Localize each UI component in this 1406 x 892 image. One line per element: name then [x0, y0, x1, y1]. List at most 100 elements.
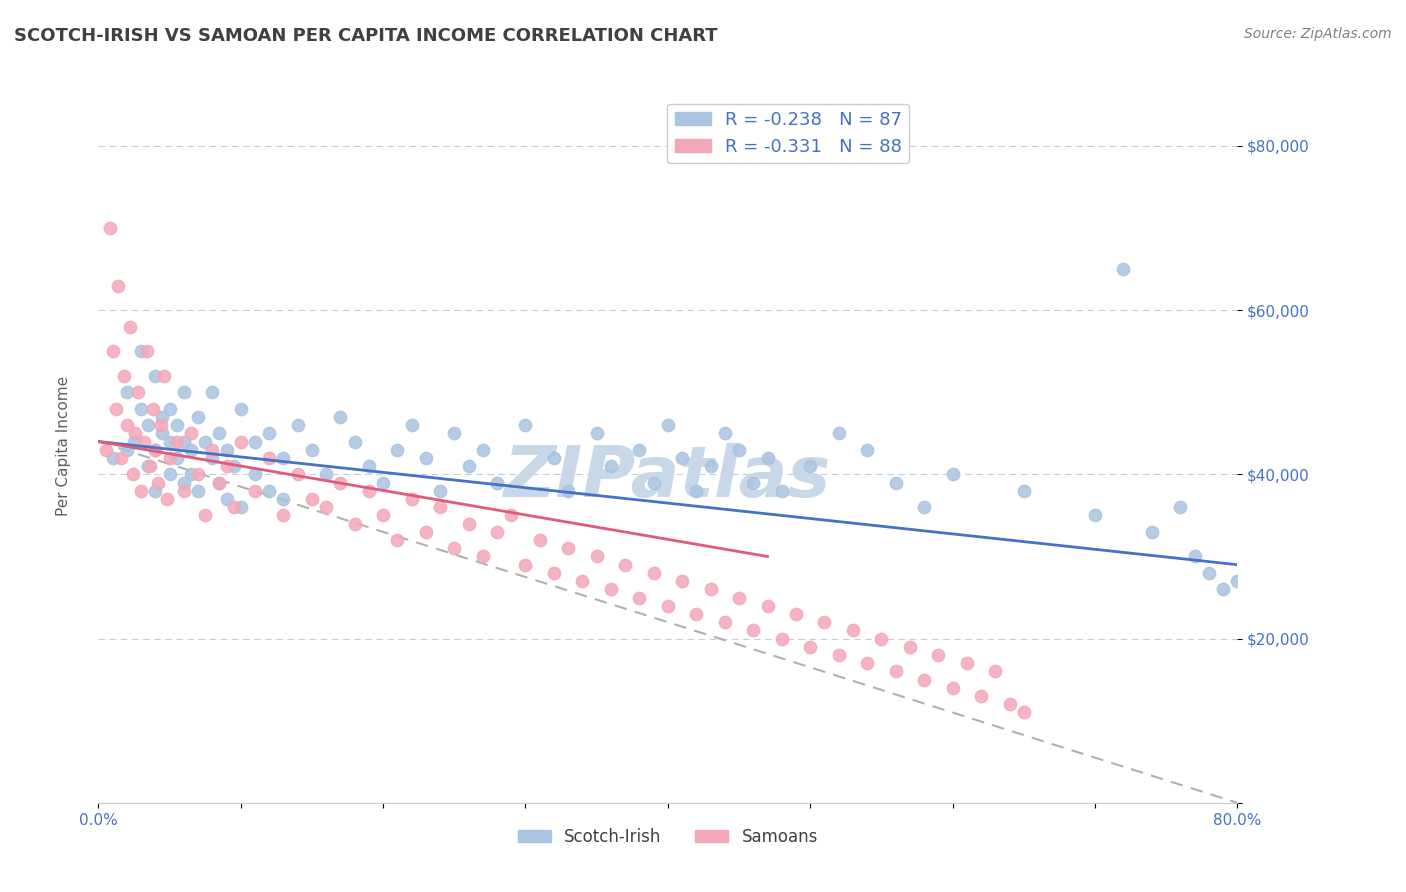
Point — [145, 442, 167, 457]
Point — [166, 434, 188, 449]
Point — [357, 459, 380, 474]
Point — [373, 475, 395, 490]
Point — [813, 615, 835, 630]
Point — [301, 442, 323, 457]
Point — [222, 459, 245, 474]
Point — [643, 566, 665, 580]
Point — [127, 385, 149, 400]
Point — [135, 344, 157, 359]
Point — [329, 475, 352, 490]
Point — [101, 450, 124, 465]
Point — [628, 591, 651, 605]
Point — [215, 491, 238, 506]
Point — [329, 409, 352, 424]
Point — [243, 483, 266, 498]
Point — [856, 657, 879, 671]
Point — [159, 434, 181, 449]
Point — [121, 467, 143, 482]
Point — [1112, 262, 1135, 277]
Point — [657, 418, 679, 433]
Point — [1170, 500, 1192, 515]
Point — [799, 640, 821, 654]
Point — [884, 475, 907, 490]
Point — [273, 508, 295, 523]
Point — [187, 467, 209, 482]
Text: Per Capita Income: Per Capita Income — [56, 376, 70, 516]
Point — [742, 624, 765, 638]
Point — [643, 475, 665, 490]
Point — [415, 450, 437, 465]
Point — [429, 483, 451, 498]
Point — [387, 533, 409, 547]
Legend: Scotch-Irish, Samoans: Scotch-Irish, Samoans — [510, 821, 825, 852]
Point — [373, 508, 395, 523]
Point — [471, 442, 494, 457]
Point — [557, 541, 579, 556]
Point — [166, 418, 188, 433]
Point — [287, 418, 309, 433]
Point — [343, 434, 366, 449]
Point — [208, 475, 231, 490]
Point — [501, 508, 523, 523]
Point — [110, 450, 132, 465]
Point — [1184, 549, 1206, 564]
Point — [1012, 706, 1035, 720]
Point — [1012, 483, 1035, 498]
Point — [129, 401, 152, 416]
Point — [856, 442, 879, 457]
Point — [243, 467, 266, 482]
Point — [152, 426, 174, 441]
Point — [1212, 582, 1234, 597]
Point — [600, 582, 623, 597]
Point — [259, 483, 281, 498]
Point — [956, 657, 979, 671]
Point — [842, 624, 865, 638]
Point — [159, 467, 181, 482]
Point — [401, 491, 423, 506]
Point — [159, 401, 181, 416]
Point — [180, 426, 202, 441]
Point — [132, 434, 155, 449]
Point — [756, 450, 779, 465]
Point — [273, 450, 295, 465]
Point — [401, 418, 423, 433]
Point — [585, 426, 607, 441]
Point — [912, 500, 935, 515]
Point — [443, 426, 465, 441]
Point — [156, 491, 179, 506]
Point — [1140, 524, 1163, 539]
Point — [208, 426, 231, 441]
Point — [998, 698, 1021, 712]
Point — [357, 483, 380, 498]
Point — [201, 450, 224, 465]
Point — [728, 442, 751, 457]
Point — [1084, 508, 1107, 523]
Point — [543, 566, 565, 580]
Point — [699, 459, 721, 474]
Point — [457, 459, 479, 474]
Point — [150, 418, 173, 433]
Point — [229, 401, 252, 416]
Point — [970, 689, 993, 703]
Point — [585, 549, 607, 564]
Text: SCOTCH-IRISH VS SAMOAN PER CAPITA INCOME CORRELATION CHART: SCOTCH-IRISH VS SAMOAN PER CAPITA INCOME… — [14, 27, 717, 45]
Point — [180, 467, 202, 482]
Point — [571, 574, 593, 588]
Point — [152, 409, 174, 424]
Point — [101, 344, 124, 359]
Point — [443, 541, 465, 556]
Text: ZIPatlas: ZIPatlas — [505, 443, 831, 512]
Point — [145, 368, 167, 383]
Point — [486, 475, 509, 490]
Point — [98, 221, 121, 235]
Point — [828, 426, 851, 441]
Point — [415, 524, 437, 539]
Point — [315, 467, 337, 482]
Point — [785, 607, 807, 621]
Point — [600, 459, 623, 474]
Point — [118, 319, 141, 334]
Point — [94, 442, 117, 457]
Point — [557, 483, 579, 498]
Point — [1226, 574, 1249, 588]
Point — [201, 385, 224, 400]
